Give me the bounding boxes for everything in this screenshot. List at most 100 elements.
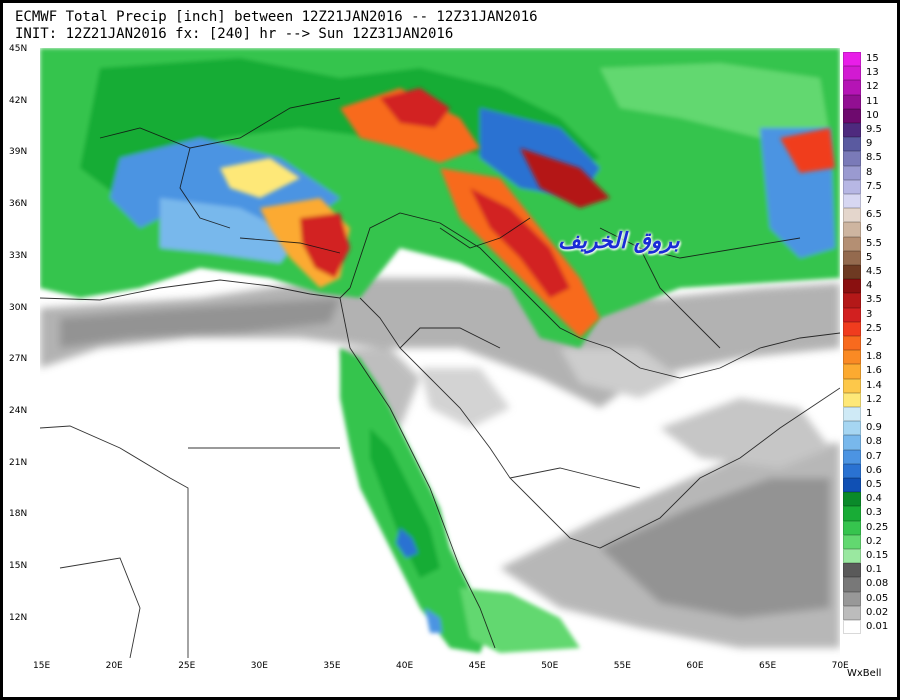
legend-item: 13: [843, 66, 893, 81]
legend-swatch: [843, 506, 861, 521]
legend-label: 9: [866, 138, 873, 150]
legend-swatch: [843, 307, 861, 322]
lat-tick-label: 42N: [9, 95, 28, 106]
legend-swatch: [843, 392, 861, 407]
legend-item: 1.6: [843, 364, 893, 379]
legend-swatch: [843, 321, 861, 336]
legend-label: 7.5: [866, 180, 882, 192]
legend-item: 0.4: [843, 492, 893, 507]
lon-tick-label: 60E: [686, 661, 704, 671]
legend-label: 0.25: [866, 521, 889, 533]
legend-swatch: [843, 620, 861, 635]
legend-item: 8.5: [843, 151, 893, 166]
legend-swatch: [843, 605, 861, 620]
legend-swatch: [843, 534, 861, 549]
legend-swatch: [843, 250, 861, 265]
legend-label: 13: [866, 67, 879, 79]
legend-item: 0.6: [843, 463, 893, 478]
legend-label: 15: [866, 53, 879, 64]
legend-swatch: [843, 52, 861, 67]
lon-tick-label: 45E: [468, 661, 486, 671]
lat-tick-label: 21N: [9, 457, 28, 468]
legend-label: 0.01: [866, 621, 889, 632]
legend-label: 1.4: [866, 379, 882, 391]
lat-tick-label: 39N: [9, 147, 28, 158]
legend-item: 4.5: [843, 265, 893, 280]
legend-label: 5.5: [866, 237, 882, 249]
legend-swatch: [843, 577, 861, 592]
lon-tick-label: 50E: [541, 661, 559, 671]
legend-item: 0.9: [843, 421, 893, 436]
legend-label: 8.5: [866, 152, 882, 164]
legend-swatch: [843, 463, 861, 478]
legend-swatch: [843, 549, 861, 564]
legend-item: 10: [843, 108, 893, 123]
legend-swatch: [843, 336, 861, 351]
legend-item: 0.3: [843, 506, 893, 521]
legend-label: 1.2: [866, 393, 882, 405]
legend-label: 3: [866, 308, 873, 320]
legend-swatch: [843, 108, 861, 123]
lon-tick-label: 65E: [759, 661, 777, 671]
legend-swatch: [843, 478, 861, 493]
legend-label: 0.05: [866, 592, 889, 604]
legend-item: 3: [843, 307, 893, 322]
legend-item: 5.5: [843, 236, 893, 251]
legend-label: 4.5: [866, 266, 882, 277]
legend-label: 6: [866, 223, 873, 235]
legend-swatch: [843, 364, 861, 379]
legend-item: 1.2: [843, 392, 893, 407]
legend-swatch: [843, 563, 861, 578]
legend-item: 0.02: [843, 605, 893, 620]
lat-tick-label: 18N: [9, 509, 28, 520]
legend-label: 0.5: [866, 479, 882, 490]
legend-item: 15: [843, 52, 893, 67]
lon-tick-label: 70E: [831, 661, 849, 671]
legend-swatch: [843, 165, 861, 180]
legend-label: 1.8: [866, 351, 882, 363]
map-borders: [40, 97, 840, 658]
legend-label: 0.2: [866, 535, 882, 547]
lat-tick-label: 30N: [9, 302, 28, 313]
legend-swatch: [843, 208, 861, 223]
lat-tick-label: 36N: [9, 199, 28, 210]
lon-tick-label: 15E: [33, 661, 51, 671]
lat-tick-label: 15N: [9, 561, 28, 571]
legend-swatch: [843, 179, 861, 194]
legend-item: 11: [843, 94, 893, 109]
lat-tick-label: 27N: [9, 354, 28, 365]
legend-swatch: [843, 350, 861, 365]
heavy-precip-zones: [220, 88, 835, 338]
legend-item: 0.01: [843, 620, 893, 635]
lat-tick-label: 45N: [9, 44, 28, 54]
legend-swatch: [843, 279, 861, 294]
legend-swatch: [843, 591, 861, 606]
legend-label: 0.9: [866, 422, 882, 434]
legend-item: 7.5: [843, 179, 893, 194]
legend-item: 1.4: [843, 378, 893, 393]
lon-tick-label: 55E: [613, 661, 631, 671]
legend-label: 1: [866, 408, 873, 419]
legend-label: 7: [866, 195, 873, 206]
legend-swatch: [843, 80, 861, 95]
legend-label: 11: [866, 95, 879, 107]
legend-label: 4: [866, 280, 873, 292]
legend-swatch: [843, 194, 861, 209]
legend-label: 5: [866, 251, 873, 263]
legend-item: 5: [843, 250, 893, 265]
legend-item: 6: [843, 222, 893, 237]
legend-swatch: [843, 222, 861, 237]
legend-label: 9.5: [866, 124, 882, 135]
legend-label: 2: [866, 337, 873, 348]
legend-item: 0.8: [843, 435, 893, 450]
legend-item: 2.5: [843, 321, 893, 336]
legend-swatch: [843, 137, 861, 152]
red-sea-rain-band: [340, 348, 580, 653]
legend-label: 8: [866, 166, 873, 178]
lat-tick-label: 33N: [9, 250, 28, 261]
legend-item: 4: [843, 279, 893, 294]
legend-item: 8: [843, 165, 893, 180]
legend-swatch: [843, 407, 861, 422]
legend-item: 1.8: [843, 350, 893, 365]
title-line-2: INIT: 12Z21JAN2016 fx: [240] hr --> Sun …: [15, 26, 454, 42]
